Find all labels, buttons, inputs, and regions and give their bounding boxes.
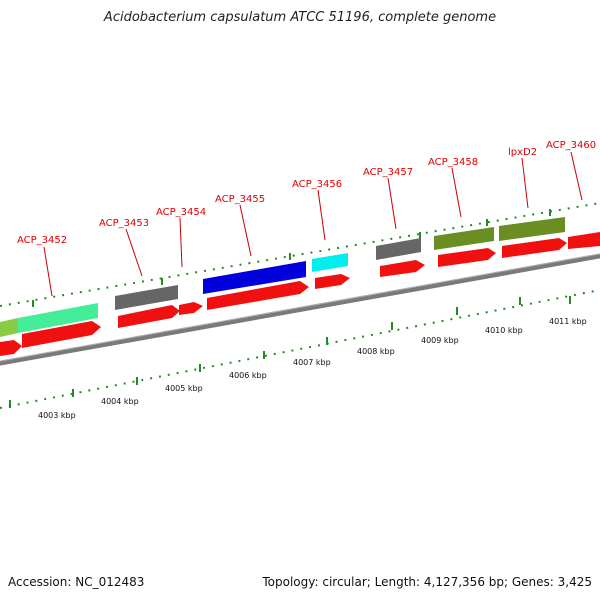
- gene-label: lpxD2: [508, 147, 537, 158]
- gene-label: ACP_3458: [428, 157, 478, 168]
- feature-block: [0, 318, 18, 337]
- gene-label: ACP_3460: [546, 140, 596, 151]
- kbp-label: 4010 kbp: [485, 326, 523, 335]
- cds-arrow: [0, 340, 22, 356]
- kbp-label: 4005 kbp: [165, 384, 203, 393]
- gene-label: ACP_3457: [363, 167, 413, 178]
- gene-labels: ACP_3452 ACP_3453 ACP_3454 ACP_3455 ACP_…: [17, 140, 596, 246]
- feature-block: [115, 285, 178, 310]
- gene-label: ACP_3454: [156, 207, 206, 218]
- cds-arrow: [207, 281, 309, 310]
- leader-line: [317, 189, 326, 241]
- gene-label: ACP_3453: [99, 218, 149, 229]
- accession-label: Accession: NC_012483: [8, 575, 145, 589]
- cds-arrow: [502, 238, 567, 258]
- gene-label: ACP_3455: [215, 194, 265, 205]
- feature-block: [18, 303, 98, 333]
- cds-track: [0, 232, 600, 356]
- leader-line: [521, 157, 529, 209]
- leader-line: [43, 246, 53, 297]
- cds-arrow: [380, 260, 425, 277]
- leader-line: [239, 204, 252, 257]
- feature-block: [434, 227, 494, 250]
- cds-arrow: [118, 305, 180, 328]
- leader-line: [125, 228, 143, 277]
- leader-line: [179, 217, 183, 268]
- kbp-label: 4004 kbp: [101, 397, 139, 406]
- cds-arrow: [315, 274, 350, 289]
- leader-lines: [43, 151, 583, 297]
- feature-block: [376, 238, 421, 260]
- feature-block: [312, 253, 348, 272]
- cds-arrow: [438, 248, 496, 267]
- kbp-label: 4003 kbp: [38, 411, 76, 420]
- kbp-label: 4006 kbp: [229, 371, 267, 380]
- kbp-label: 4011 kbp: [549, 317, 587, 326]
- map-title: Acidobacterium capsulatum ATCC 51196, co…: [103, 10, 497, 25]
- outer-major-ticks: [32, 209, 551, 307]
- feature-block: [203, 261, 306, 294]
- topology-label: Topology: circular; Length: 4,127,356 bp…: [262, 575, 592, 589]
- kbp-labels: 4003 kbp 4004 kbp 4005 kbp 4006 kbp 4007…: [38, 317, 587, 420]
- leader-line: [387, 177, 397, 230]
- cds-arrow: [22, 321, 101, 348]
- leader-line: [570, 151, 583, 201]
- kbp-label: 4007 kbp: [293, 358, 331, 367]
- cds-arrow: [179, 302, 203, 315]
- genome-backbone: [0, 253, 600, 366]
- inner-major-ticks: [9, 296, 571, 408]
- leader-line: [451, 167, 462, 218]
- gene-label: ACP_3452: [17, 235, 67, 246]
- cds-arrow: [568, 232, 600, 249]
- feature-track: [0, 217, 565, 337]
- feature-block: [499, 217, 565, 241]
- kbp-label: 4009 kbp: [421, 336, 459, 345]
- kbp-label: 4008 kbp: [357, 347, 395, 356]
- gene-label: ACP_3456: [292, 179, 342, 190]
